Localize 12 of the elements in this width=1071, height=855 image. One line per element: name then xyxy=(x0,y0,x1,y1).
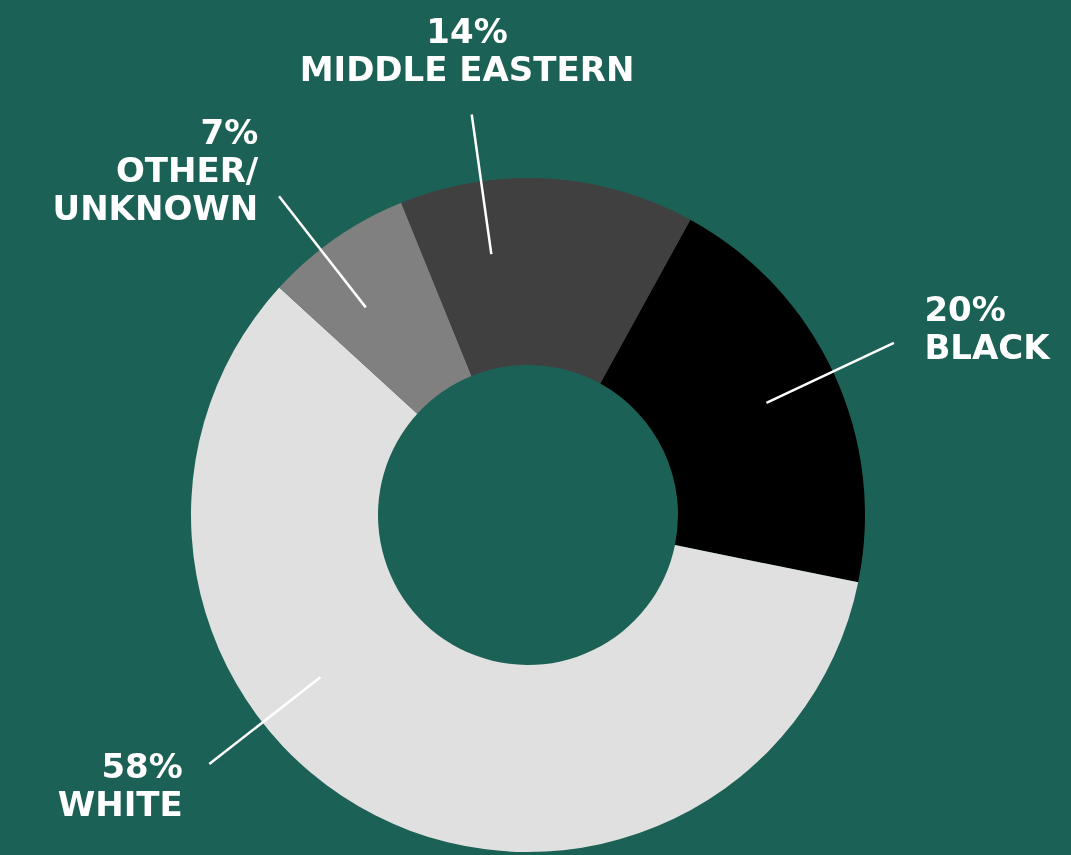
donut-slice xyxy=(279,202,472,414)
data-label: 20% xyxy=(924,289,1006,330)
slice-label: WHITE xyxy=(57,783,183,824)
donut-slice xyxy=(600,219,865,583)
donut-slice xyxy=(191,287,859,852)
data-label: 14% xyxy=(426,11,508,52)
slice-label: MIDDLE EASTERN xyxy=(299,49,635,90)
slice-label: OTHER/UNKNOWN xyxy=(52,149,259,228)
donut-slice xyxy=(401,178,691,384)
slice-label: BLACK xyxy=(924,327,1052,368)
data-label: 58% xyxy=(101,745,183,786)
data-label: 7% xyxy=(200,111,259,152)
